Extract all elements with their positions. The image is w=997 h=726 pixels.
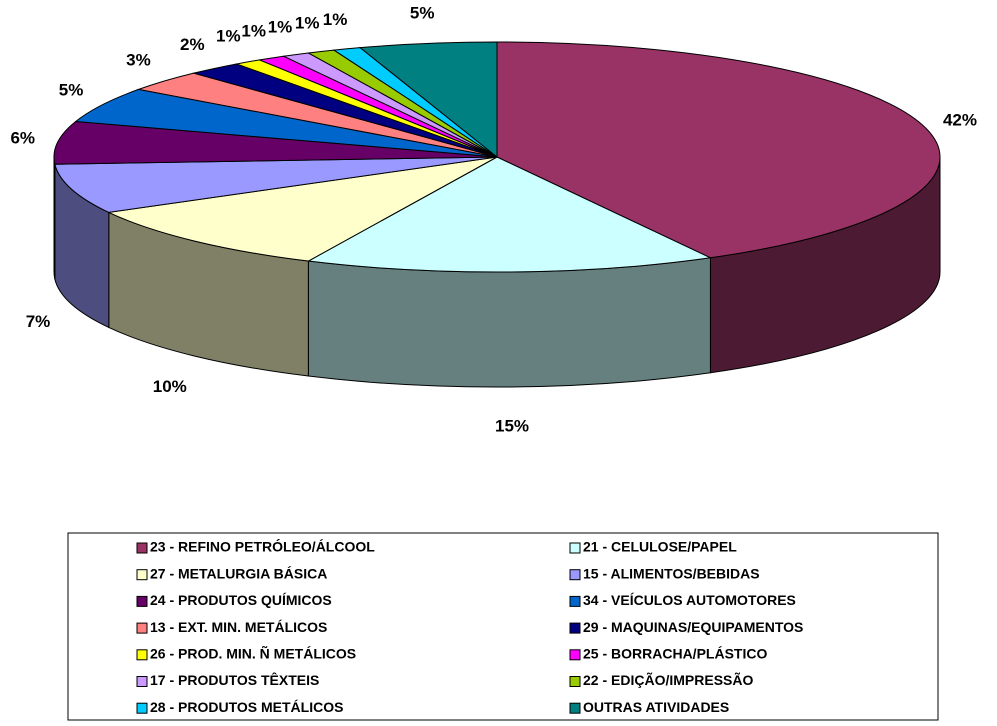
legend-swatch: [136, 569, 148, 581]
legend-swatch: [569, 569, 581, 581]
slice: [306, 156, 713, 273]
data-label: 1%: [268, 17, 293, 36]
slice: [53, 120, 498, 165]
legend-swatch: [569, 542, 581, 554]
legend-swatch: [136, 595, 148, 607]
data-label: 1%: [216, 27, 241, 46]
pie-sides: [53, 156, 941, 388]
legend-swatch: [569, 702, 581, 714]
legend-label: 24 - PRODUTOS QUÍMICOS: [150, 592, 332, 608]
legend-swatch: [136, 542, 148, 554]
legend-swatch: [569, 622, 581, 634]
data-label: 1%: [241, 22, 266, 41]
pie-tops: [53, 41, 941, 273]
legend-swatch: [136, 649, 148, 661]
legend-label: 15 - ALIMENTOS/BEBIDAS: [583, 565, 760, 581]
legend-label: 17 - PRODUTOS TÊXTEIS: [150, 671, 319, 688]
data-label: 3%: [126, 51, 151, 70]
legend-label: 21 - CELULOSE/PAPEL: [583, 539, 737, 555]
legend-swatch: [136, 622, 148, 634]
data-label: 5%: [410, 3, 435, 22]
legend-label: 25 - BORRACHA/PLÁSTICO: [583, 646, 767, 662]
data-label: 6%: [10, 128, 35, 147]
slice: [496, 41, 941, 259]
legend-swatch: [136, 676, 148, 687]
data-label: 2%: [180, 35, 205, 54]
legend-label: 34 - VEÍCULOS AUTOMOTORES: [583, 592, 796, 608]
legend-label: 13 - EXT. MIN. METÁLICOS: [150, 619, 327, 635]
legend-label: 27 - METALURGIA BÁSICA: [150, 565, 327, 581]
legend-label: OUTRAS ATIVIDADES: [583, 699, 729, 715]
legend-swatch: [569, 676, 581, 687]
data-label: 1%: [295, 13, 320, 32]
legend-label: 23 - REFINO PETRÓLEO/ÁLCOOL: [150, 538, 375, 555]
legend-swatch: [569, 649, 581, 661]
legend-label: 22 - EDIÇÃO/IMPRESSÃO: [583, 671, 753, 688]
legend-label: 28 - PRODUTOS METÁLICOS: [150, 699, 343, 715]
data-label: 42%: [943, 110, 977, 129]
legend-box: [67, 532, 939, 721]
data-label: 5%: [59, 81, 84, 100]
slice-side: [307, 257, 711, 388]
slice: [107, 156, 498, 262]
data-label: 7%: [26, 312, 51, 331]
slice: [358, 41, 498, 159]
data-label: 15%: [495, 416, 529, 435]
legend-swatch: [136, 702, 148, 714]
legend-swatch: [569, 595, 581, 607]
pie-labels: 42%15%10%7%6%5%3%2% 1% 1% 1% 1% 1% 5%: [10, 3, 977, 435]
slice-side: [53, 156, 56, 280]
data-label: 10%: [153, 377, 187, 396]
data-label: 1%: [323, 10, 348, 29]
slice: [54, 156, 498, 213]
legend-label: 26 - PROD. MIN. Ñ METÁLICOS: [150, 645, 356, 662]
legend-label: 29 - MAQUINAS/EQUIPAMENTOS: [583, 619, 803, 635]
